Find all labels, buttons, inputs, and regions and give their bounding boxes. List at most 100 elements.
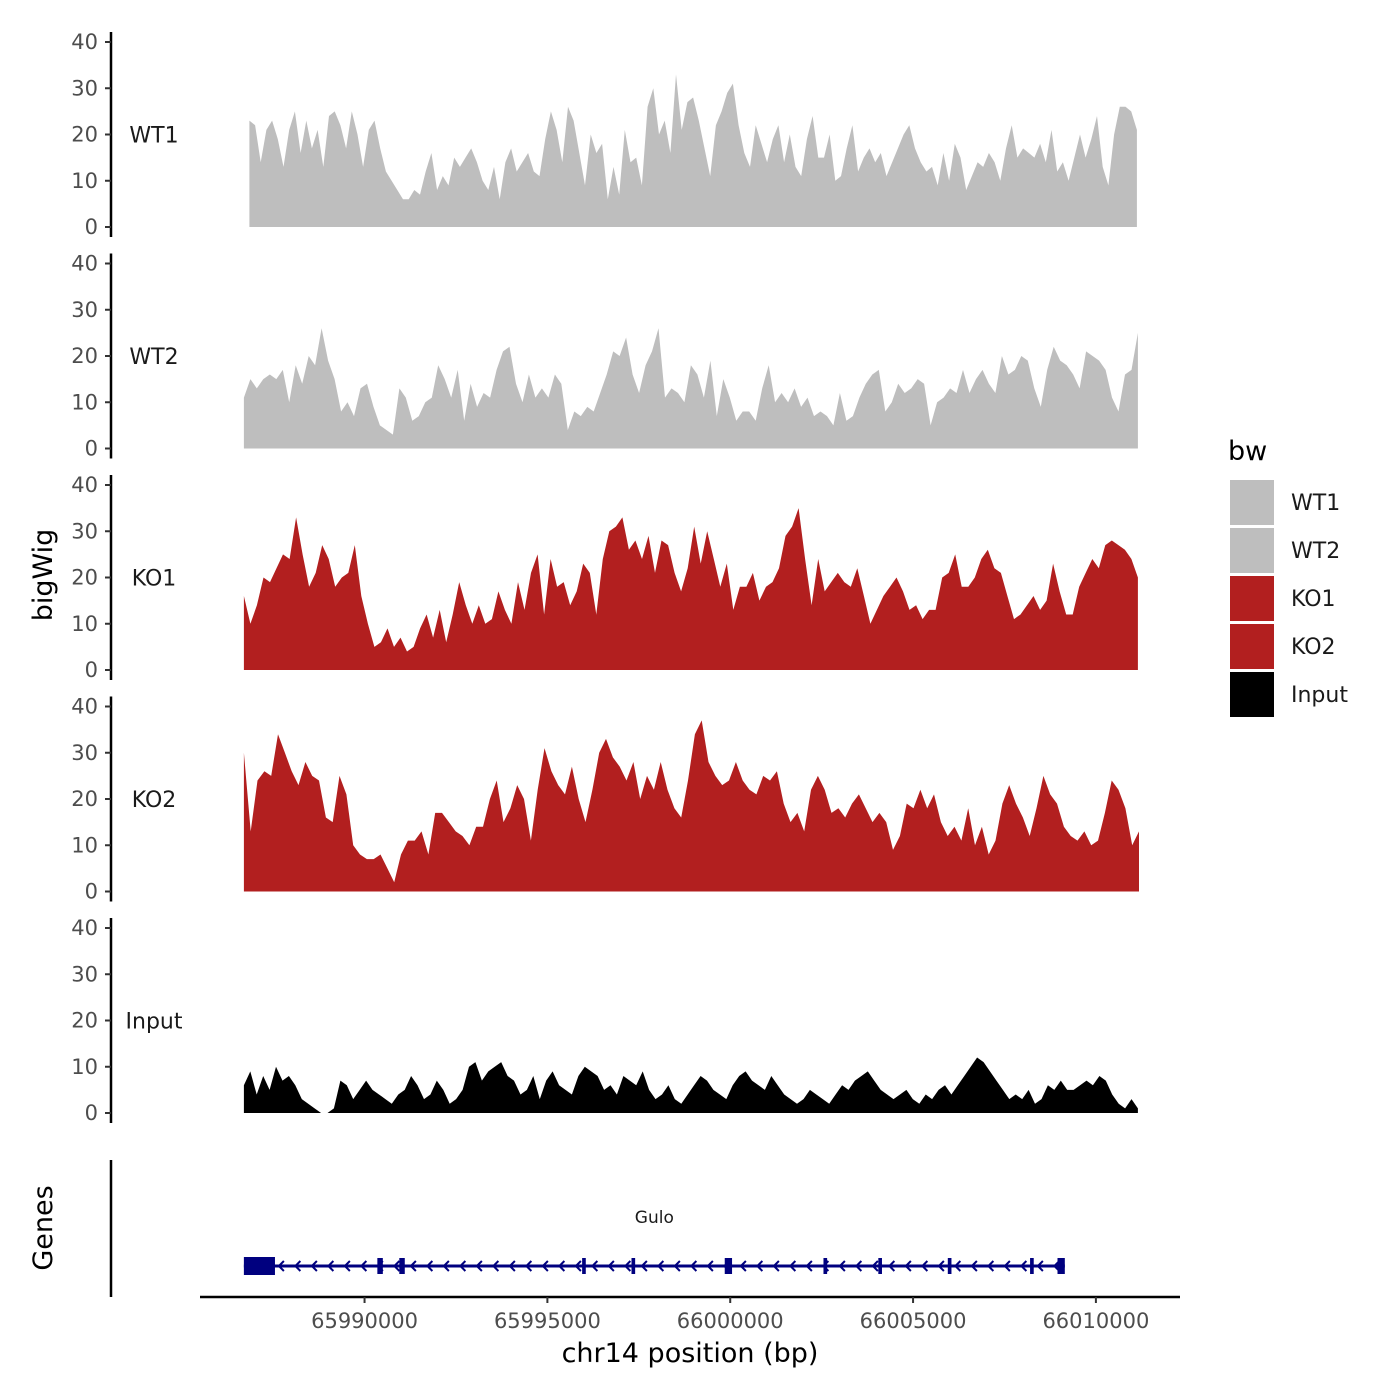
y-tick-label: 30: [71, 741, 98, 765]
y-tick-label: 10: [71, 612, 98, 636]
strand-arrow: [623, 1260, 632, 1272]
strand-arrow: [970, 1260, 978, 1272]
x-tick-label: 65995000: [494, 1309, 601, 1333]
strand-arrow: [640, 1260, 648, 1272]
strand-arrow: [277, 1260, 285, 1272]
strand-arrow: [986, 1260, 995, 1272]
y-tick-label: 40: [71, 695, 98, 719]
x-tick-label: 66000000: [677, 1309, 784, 1333]
x-tick-label: 65990000: [311, 1309, 418, 1333]
area-wt1: [249, 74, 1137, 228]
track-label: Input: [126, 1010, 183, 1035]
strand-arrow: [310, 1260, 318, 1272]
track-label: WT2: [129, 345, 178, 370]
strand-arrow: [838, 1260, 846, 1272]
y-tick-label: 40: [71, 916, 98, 940]
y-tick-label: 10: [71, 169, 98, 193]
legend-label-wt2: WT2: [1291, 539, 1340, 564]
strand-arrow: [854, 1260, 863, 1272]
strand-arrow: [805, 1260, 813, 1272]
strand-arrow: [326, 1260, 335, 1272]
strand-arrow: [491, 1260, 500, 1272]
y-tick-label: 30: [71, 519, 98, 543]
genes-axis-title: Genes: [28, 1185, 59, 1270]
legend-swatch-input: [1230, 672, 1274, 717]
gene-exon: [1030, 1258, 1034, 1274]
strand-arrow: [887, 1260, 896, 1272]
strand-arrow: [1019, 1260, 1028, 1272]
strand-arrow: [359, 1260, 368, 1272]
gene-name-label: Gulo: [635, 1208, 674, 1228]
strand-arrow: [739, 1260, 747, 1272]
y-tick-label: 0: [85, 880, 98, 904]
legend-swatch-wt1: [1230, 480, 1274, 525]
strand-arrow: [673, 1260, 681, 1272]
track-label: WT1: [129, 124, 178, 149]
area-ko1: [243, 508, 1138, 670]
strand-arrow: [458, 1260, 467, 1272]
strand-arrow: [788, 1260, 797, 1272]
strand-arrow: [607, 1260, 615, 1272]
gene-track: Gulo: [109, 1160, 1065, 1297]
legend-label-input: Input: [1291, 683, 1348, 708]
strand-arrow: [706, 1260, 714, 1272]
legend-title: bw: [1228, 436, 1267, 467]
legend-label-ko2: KO2: [1291, 635, 1336, 660]
strand-arrow: [475, 1260, 483, 1272]
y-tick-label: 20: [71, 787, 98, 811]
strand-arrow: [574, 1260, 582, 1272]
y-tick-label: 0: [85, 215, 98, 239]
track-label: KO2: [132, 788, 177, 813]
gene-exon: [377, 1258, 383, 1274]
x-tick-label: 66010000: [1042, 1309, 1149, 1333]
strand-arrow: [1036, 1260, 1044, 1272]
area-wt2: [243, 328, 1138, 449]
strand-arrow: [953, 1260, 962, 1272]
y-tick-label: 20: [71, 566, 98, 590]
strand-arrow: [755, 1260, 764, 1272]
strand-arrow: [689, 1260, 698, 1272]
y-axis-title: bigWig: [28, 529, 59, 622]
strand-arrow: [442, 1260, 450, 1272]
legend-label-wt1: WT1: [1291, 491, 1340, 516]
y-tick-label: 10: [71, 390, 98, 414]
gene-exon: [1057, 1258, 1065, 1274]
y-tick-label: 20: [71, 1009, 98, 1033]
strand-arrow: [508, 1260, 516, 1272]
legend-swatch-ko2: [1230, 624, 1274, 669]
y-tick-label: 10: [71, 833, 98, 857]
strand-arrow: [524, 1260, 533, 1272]
strand-arrow: [293, 1260, 302, 1272]
strand-arrow: [409, 1260, 417, 1272]
x-axis-title: chr14 position (bp): [562, 1338, 819, 1369]
legend-swatch-wt2: [1230, 528, 1274, 573]
gene-exon: [399, 1258, 405, 1274]
gene-exon: [947, 1258, 952, 1274]
legend-swatch-ko1: [1230, 576, 1274, 621]
track-label: KO1: [132, 567, 177, 592]
y-tick-label: 30: [71, 962, 98, 986]
strand-arrow: [541, 1260, 549, 1272]
y-tick-label: 20: [71, 344, 98, 368]
legend: bw WT1 WT2 KO1 KO2 Input: [1228, 436, 1348, 717]
gene-exon: [878, 1258, 882, 1274]
strand-arrow: [343, 1260, 351, 1272]
strand-arrow: [1003, 1260, 1011, 1272]
track-ko1: 0 10 20 30 40 KO1: [71, 473, 1138, 682]
gene-exon: [823, 1258, 828, 1274]
x-axis: 65990000 65995000 66000000 66005000 66010000: [200, 1295, 1180, 1333]
strand-arrow: [937, 1260, 945, 1272]
y-tick-label: 30: [71, 76, 98, 100]
track-input: 0 10 20 30 40 Input: [71, 916, 1138, 1125]
y-tick-label: 0: [85, 437, 98, 461]
strand-arrow: [392, 1260, 401, 1272]
area-ko2: [243, 720, 1139, 892]
strand-arrow: [590, 1260, 599, 1272]
y-tick-label: 30: [71, 298, 98, 322]
x-tick-label: 66005000: [860, 1309, 967, 1333]
strand-arrow: [656, 1260, 665, 1272]
strand-arrow: [772, 1260, 780, 1272]
gene-exon: [243, 1257, 275, 1275]
y-tick-label: 40: [71, 30, 98, 54]
